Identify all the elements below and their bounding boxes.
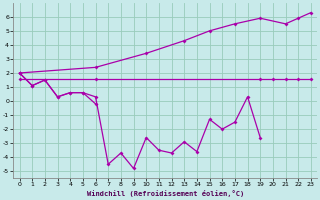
X-axis label: Windchill (Refroidissement éolien,°C): Windchill (Refroidissement éolien,°C) — [87, 190, 244, 197]
